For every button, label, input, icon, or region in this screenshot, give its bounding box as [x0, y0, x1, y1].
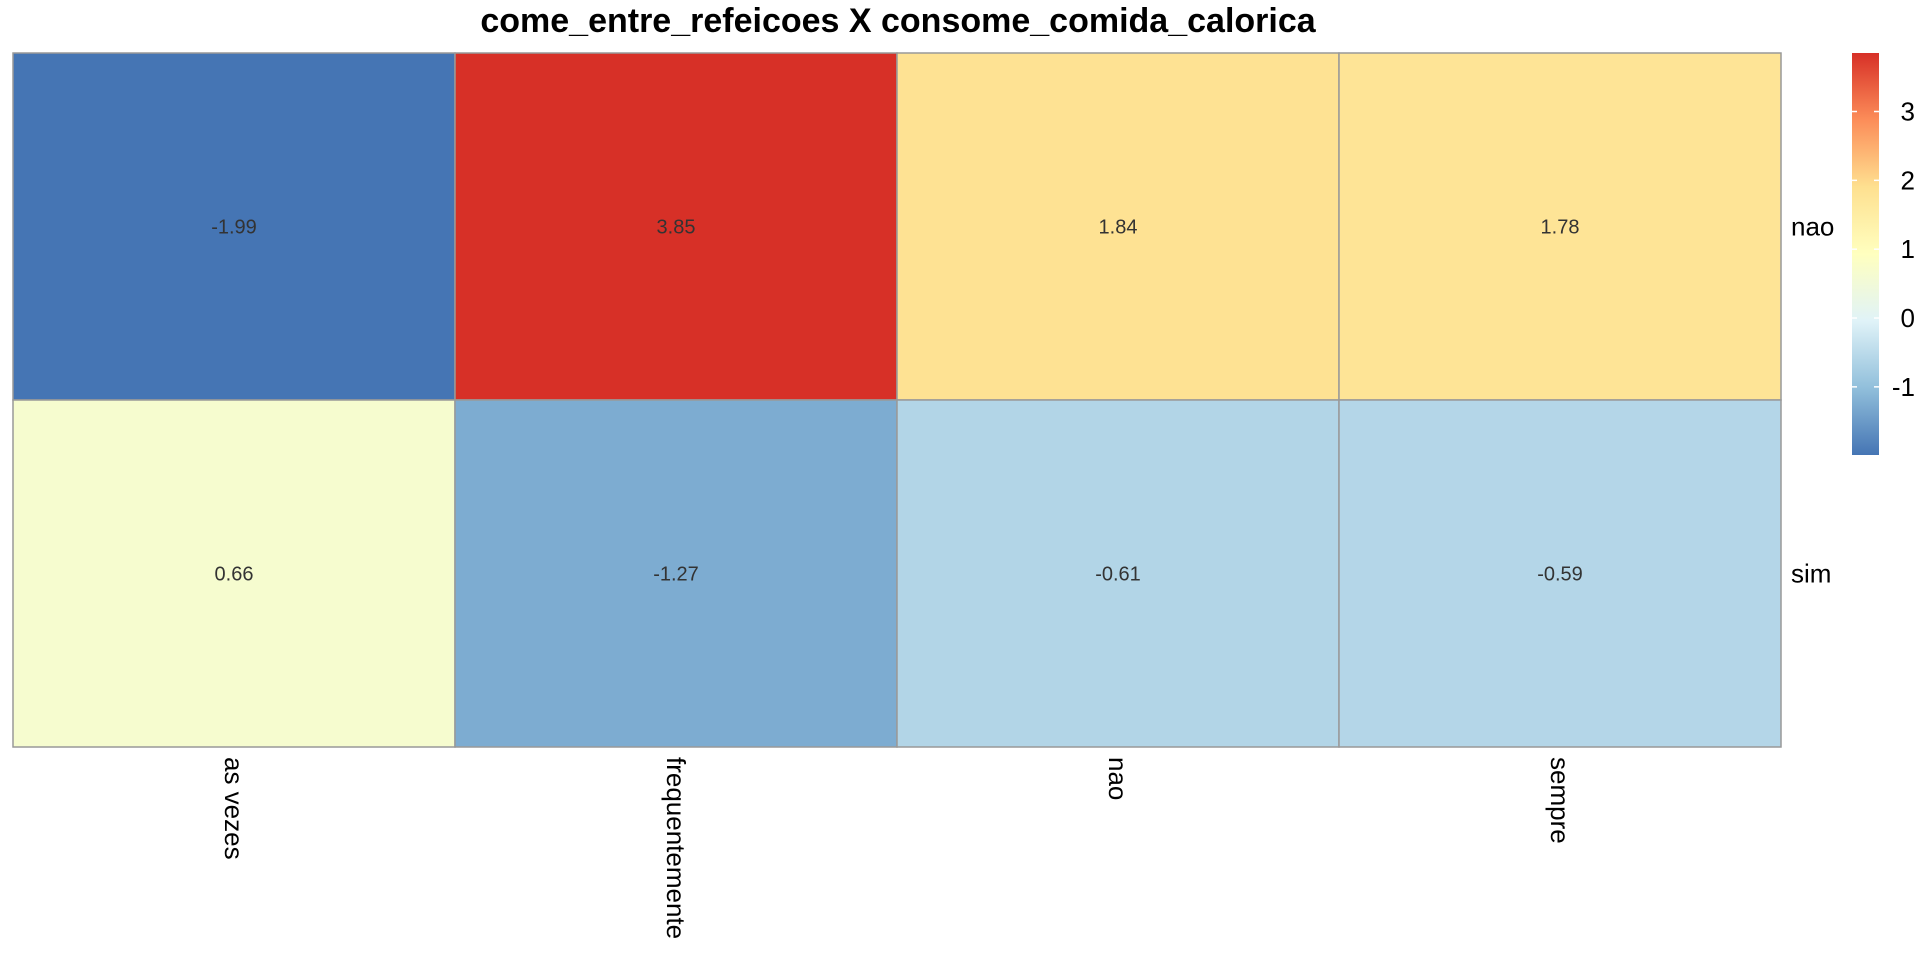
cell-value-label: 1.78	[1541, 217, 1580, 239]
column-label: frequentemente	[661, 757, 691, 939]
cell-value-label: -0.61	[1095, 564, 1141, 586]
heatmap-cell	[1338, 52, 1782, 401]
color-legend: -1 0 1 2 3	[1852, 53, 1915, 455]
column-label: sempre	[1545, 757, 1575, 844]
cell-value-label: -1.99	[211, 217, 257, 239]
cell-value-label: 3.85	[657, 217, 696, 239]
heatmap-cell	[1338, 399, 1782, 748]
heatmap-cell	[454, 399, 898, 748]
column-labels: as vezes frequentemente nao sempre	[219, 757, 1575, 939]
legend-tick-label: 3	[1901, 97, 1915, 127]
legend-tick-label: -1	[1892, 372, 1915, 402]
row-labels: nao sim	[1791, 212, 1834, 589]
heatmap-cell	[896, 52, 1340, 401]
legend-tick-label: 1	[1901, 234, 1915, 264]
heatmap-cell	[12, 399, 456, 748]
chart-title: come_entre_refeicoes X consome_comida_ca…	[480, 2, 1316, 40]
heatmap-cell	[896, 399, 1340, 748]
legend-color-bar	[1852, 53, 1879, 455]
heatmap-cells: -1.99 3.85 1.84 1.78 0.66 -1.27 -0.61 -0.59	[12, 52, 1782, 748]
row-label: sim	[1791, 559, 1831, 589]
cell-value-label: -0.59	[1537, 564, 1583, 586]
column-label: nao	[1103, 757, 1133, 800]
cell-value-label: 1.84	[1099, 217, 1138, 239]
cell-value-label: -1.27	[653, 564, 699, 586]
legend-tick-label: 0	[1901, 303, 1915, 333]
column-label: as vezes	[219, 757, 249, 860]
heatmap-cell	[12, 52, 456, 401]
legend-tick-label: 2	[1901, 165, 1915, 195]
cell-value-label: 0.66	[215, 564, 254, 586]
legend-ticks: -1 0 1 2 3	[1852, 97, 1915, 402]
heatmap-cell	[454, 52, 898, 401]
row-label: nao	[1791, 212, 1834, 242]
